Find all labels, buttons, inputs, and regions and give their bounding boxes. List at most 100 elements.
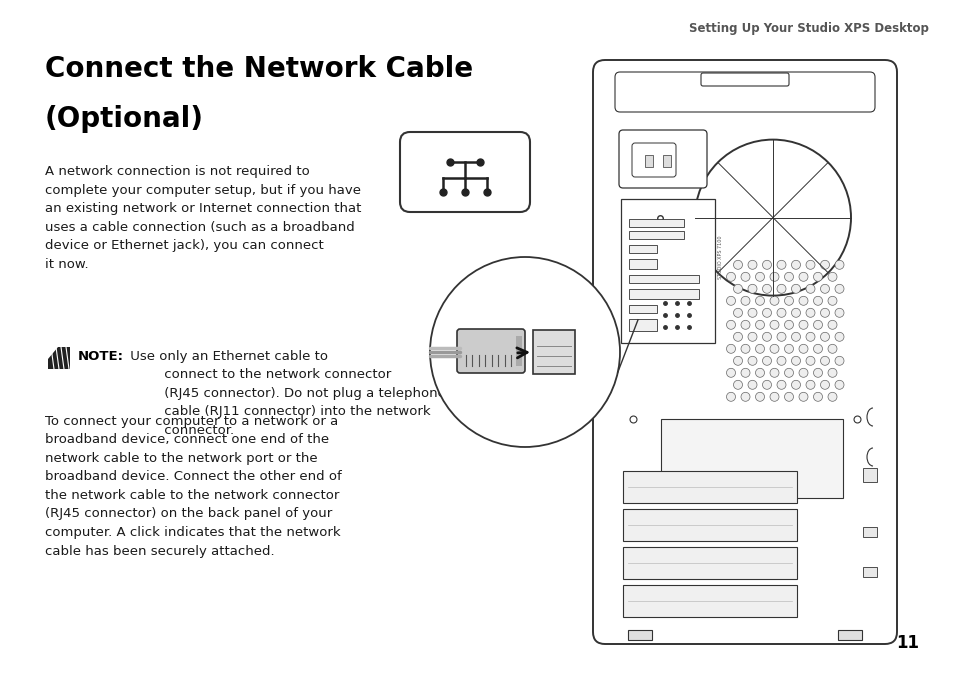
FancyBboxPatch shape [618,130,706,188]
Circle shape [761,284,771,293]
Circle shape [834,356,843,366]
Polygon shape [48,347,58,359]
Bar [662,155,670,167]
Bar [628,275,699,283]
Circle shape [776,260,785,269]
Circle shape [805,308,814,318]
FancyBboxPatch shape [533,330,575,374]
Circle shape [761,356,771,366]
Circle shape [799,368,807,377]
Bar [628,289,699,299]
Bar [644,155,652,167]
FancyBboxPatch shape [399,132,530,212]
Circle shape [755,272,763,282]
FancyBboxPatch shape [700,73,788,86]
FancyBboxPatch shape [593,60,896,644]
Circle shape [733,284,741,293]
Circle shape [799,320,807,329]
Circle shape [430,257,619,447]
Circle shape [769,392,779,401]
Text: Use only an Ethernet cable to
         connect to the network connector
        : Use only an Ethernet cable to connect to… [126,350,445,437]
Circle shape [783,272,793,282]
Circle shape [755,345,763,353]
Circle shape [799,272,807,282]
Circle shape [791,260,800,269]
Circle shape [761,380,771,389]
Circle shape [791,284,800,293]
FancyBboxPatch shape [516,336,521,366]
Circle shape [820,356,828,366]
Bar [628,245,657,253]
Circle shape [755,368,763,377]
Circle shape [791,380,800,389]
Bar [862,567,876,577]
Bar [622,471,796,503]
Circle shape [791,308,800,318]
Circle shape [726,368,735,377]
Circle shape [740,297,749,305]
Circle shape [834,260,843,269]
Circle shape [820,380,828,389]
Circle shape [740,345,749,353]
Circle shape [726,345,735,353]
Circle shape [783,345,793,353]
Circle shape [805,356,814,366]
Circle shape [783,392,793,401]
Bar [862,527,876,537]
Circle shape [769,345,779,353]
Text: Connect the Network Cable: Connect the Network Cable [45,55,473,83]
Circle shape [733,332,741,341]
Circle shape [820,308,828,318]
Circle shape [747,332,757,341]
Circle shape [813,297,821,305]
Circle shape [834,380,843,389]
Circle shape [813,392,821,401]
Circle shape [791,356,800,366]
Circle shape [805,284,814,293]
Bar [628,259,657,269]
Bar [622,585,796,617]
Circle shape [805,332,814,341]
Circle shape [740,320,749,329]
Text: STUDIO XPS 7100: STUDIO XPS 7100 [718,235,722,278]
Circle shape [776,356,785,366]
Text: NOTE:: NOTE: [78,350,124,363]
FancyBboxPatch shape [631,143,676,177]
Circle shape [776,284,785,293]
Circle shape [827,345,836,353]
Circle shape [813,320,821,329]
Circle shape [740,392,749,401]
Circle shape [827,392,836,401]
Circle shape [827,320,836,329]
Circle shape [740,368,749,377]
Bar [837,630,862,640]
Circle shape [733,308,741,318]
Text: 11: 11 [895,634,918,652]
Circle shape [726,297,735,305]
Bar [862,468,876,482]
Text: (Optional): (Optional) [45,105,204,133]
Circle shape [805,260,814,269]
Circle shape [755,297,763,305]
Circle shape [769,320,779,329]
Circle shape [726,320,735,329]
Circle shape [799,297,807,305]
Bar [628,231,683,239]
FancyBboxPatch shape [48,347,70,369]
Circle shape [834,332,843,341]
Bar [628,219,683,227]
Circle shape [813,345,821,353]
Circle shape [827,368,836,377]
Circle shape [776,332,785,341]
Circle shape [769,272,779,282]
Circle shape [761,308,771,318]
Circle shape [695,139,850,296]
Circle shape [761,260,771,269]
Bar [660,419,842,498]
Circle shape [827,297,836,305]
Bar [628,319,657,331]
Circle shape [761,332,771,341]
Circle shape [755,320,763,329]
Circle shape [834,284,843,293]
Circle shape [791,332,800,341]
